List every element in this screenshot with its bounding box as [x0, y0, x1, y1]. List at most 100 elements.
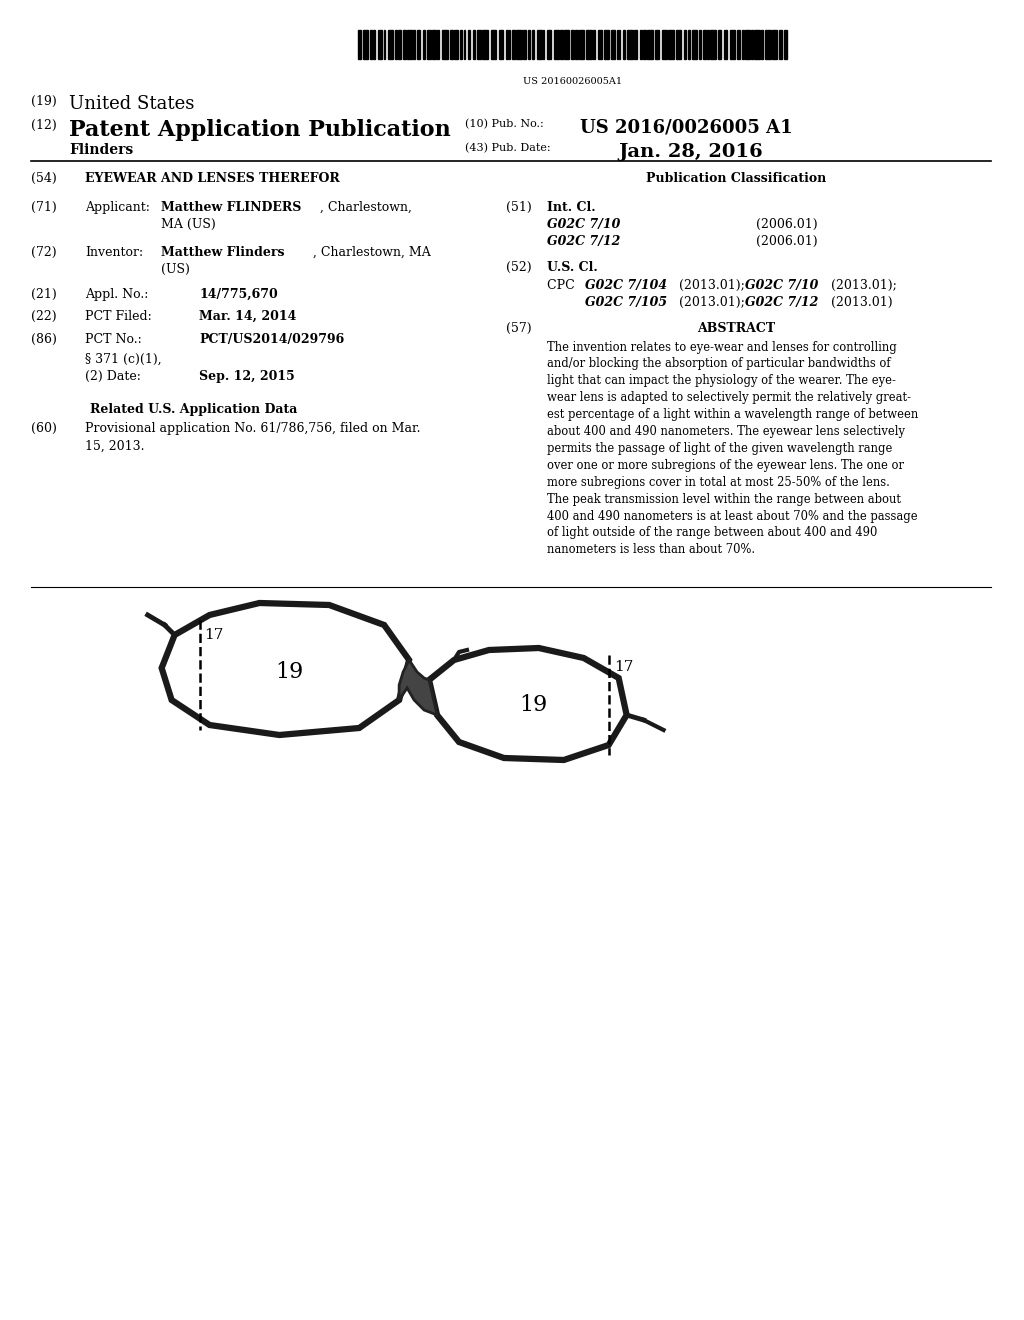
Text: (2013.01);: (2013.01);	[676, 279, 750, 292]
Bar	[371, 30, 373, 59]
Text: (71): (71)	[31, 201, 56, 214]
Text: Jan. 28, 2016: Jan. 28, 2016	[618, 143, 763, 161]
Bar	[634, 30, 637, 59]
Text: G02C 7/12: G02C 7/12	[744, 296, 818, 309]
Text: permits the passage of light of the given wavelength range: permits the passage of light of the give…	[547, 442, 892, 455]
Bar	[512, 30, 515, 59]
Text: (72): (72)	[31, 246, 56, 259]
Text: 17: 17	[205, 628, 224, 642]
Bar	[655, 30, 659, 59]
Bar	[451, 30, 453, 59]
Text: Related U.S. Application Data: Related U.S. Application Data	[90, 403, 298, 416]
Text: of light outside of the range between about 400 and 490: of light outside of the range between ab…	[547, 527, 877, 540]
Bar	[464, 30, 465, 59]
Text: (US): (US)	[162, 263, 190, 276]
Bar	[559, 30, 562, 59]
Bar	[509, 30, 510, 59]
Text: Publication Classification: Publication Classification	[645, 172, 825, 185]
Bar	[623, 30, 626, 59]
Text: (2006.01): (2006.01)	[756, 218, 818, 231]
Text: (60): (60)	[31, 422, 56, 436]
Text: more subregions cover in total at most 25-50% of the lens.: more subregions cover in total at most 2…	[547, 475, 890, 488]
Text: The peak transmission level within the range between about: The peak transmission level within the r…	[547, 492, 901, 506]
Text: 19: 19	[520, 694, 548, 715]
Text: and/or blocking the absorption of particular bandwidths of: and/or blocking the absorption of partic…	[547, 358, 890, 371]
Text: (2013.01);: (2013.01);	[826, 279, 896, 292]
Bar	[468, 30, 470, 59]
Text: about 400 and 490 nanometers. The eyewear lens selectively: about 400 and 490 nanometers. The eyewea…	[547, 425, 904, 438]
Text: G02C 7/105: G02C 7/105	[586, 296, 668, 309]
Text: Appl. No.:: Appl. No.:	[85, 288, 148, 301]
Bar	[427, 30, 431, 59]
Text: over one or more subregions of the eyewear lens. The one or: over one or more subregions of the eyewe…	[547, 459, 903, 471]
Bar	[616, 30, 618, 59]
Text: wear lens is adapted to selectively permit the relatively great-: wear lens is adapted to selectively perm…	[547, 391, 910, 404]
Bar	[395, 30, 397, 59]
Bar	[761, 30, 763, 59]
Text: US 2016/0026005 A1: US 2016/0026005 A1	[581, 119, 793, 137]
Text: G02C 7/12: G02C 7/12	[547, 235, 620, 248]
Text: 15, 2013.: 15, 2013.	[85, 440, 144, 453]
Bar	[604, 30, 609, 59]
Bar	[684, 30, 686, 59]
Text: MA (US): MA (US)	[162, 218, 216, 231]
Text: (52): (52)	[506, 261, 531, 275]
Bar	[554, 30, 558, 59]
Bar	[477, 30, 481, 59]
Bar	[384, 30, 385, 59]
Bar	[647, 30, 652, 59]
Bar	[580, 30, 584, 59]
Bar	[571, 30, 573, 59]
Bar	[593, 30, 595, 59]
Text: CPC: CPC	[547, 279, 583, 292]
Text: (54): (54)	[31, 172, 56, 185]
Text: G02C 7/104: G02C 7/104	[586, 279, 668, 292]
Text: The invention relates to eye-wear and lenses for controlling: The invention relates to eye-wear and le…	[547, 341, 896, 354]
Bar	[378, 30, 382, 59]
Text: Int. Cl.: Int. Cl.	[547, 201, 595, 214]
Text: (86): (86)	[31, 333, 56, 346]
Bar	[737, 30, 740, 59]
Text: Provisional application No. 61/786,756, filed on Mar.: Provisional application No. 61/786,756, …	[85, 422, 420, 436]
Text: PCT Filed:: PCT Filed:	[85, 310, 152, 323]
Bar	[742, 30, 744, 59]
Bar	[755, 30, 760, 59]
Bar	[598, 30, 602, 59]
Text: light that can impact the physiology of the wearer. The eye-: light that can impact the physiology of …	[547, 375, 896, 387]
Text: Sep. 12, 2015: Sep. 12, 2015	[200, 370, 295, 383]
Text: (2) Date:: (2) Date:	[85, 370, 140, 383]
Bar	[730, 30, 735, 59]
Text: (51): (51)	[506, 201, 531, 214]
Text: ABSTRACT: ABSTRACT	[696, 322, 775, 335]
Polygon shape	[399, 660, 437, 715]
Bar	[437, 30, 439, 59]
Text: Matthew Flinders: Matthew Flinders	[162, 246, 285, 259]
Bar	[527, 30, 529, 59]
Bar	[547, 30, 551, 59]
Bar	[490, 30, 497, 59]
Bar	[765, 30, 771, 59]
Bar	[574, 30, 578, 59]
Text: PCT No.:: PCT No.:	[85, 333, 141, 346]
Bar	[364, 30, 369, 59]
Bar	[482, 30, 488, 59]
Bar	[417, 30, 421, 59]
Bar	[543, 30, 544, 59]
Text: est percentage of a light within a wavelength range of between: est percentage of a light within a wavel…	[547, 408, 918, 421]
Bar	[537, 30, 542, 59]
Bar	[402, 30, 406, 59]
Text: Patent Application Publication: Patent Application Publication	[70, 119, 452, 141]
Bar	[423, 30, 425, 59]
Text: (22): (22)	[31, 310, 56, 323]
Bar	[752, 30, 753, 59]
Text: Mar. 14, 2014: Mar. 14, 2014	[200, 310, 297, 323]
Bar	[454, 30, 459, 59]
Bar	[724, 30, 727, 59]
Bar	[523, 30, 525, 59]
Bar	[586, 30, 592, 59]
Bar	[532, 30, 534, 59]
Text: PCT/US2014/029796: PCT/US2014/029796	[200, 333, 344, 346]
Bar	[516, 30, 521, 59]
Bar	[640, 30, 642, 59]
Text: 400 and 490 nanometers is at least about 70% and the passage: 400 and 490 nanometers is at least about…	[547, 510, 918, 523]
